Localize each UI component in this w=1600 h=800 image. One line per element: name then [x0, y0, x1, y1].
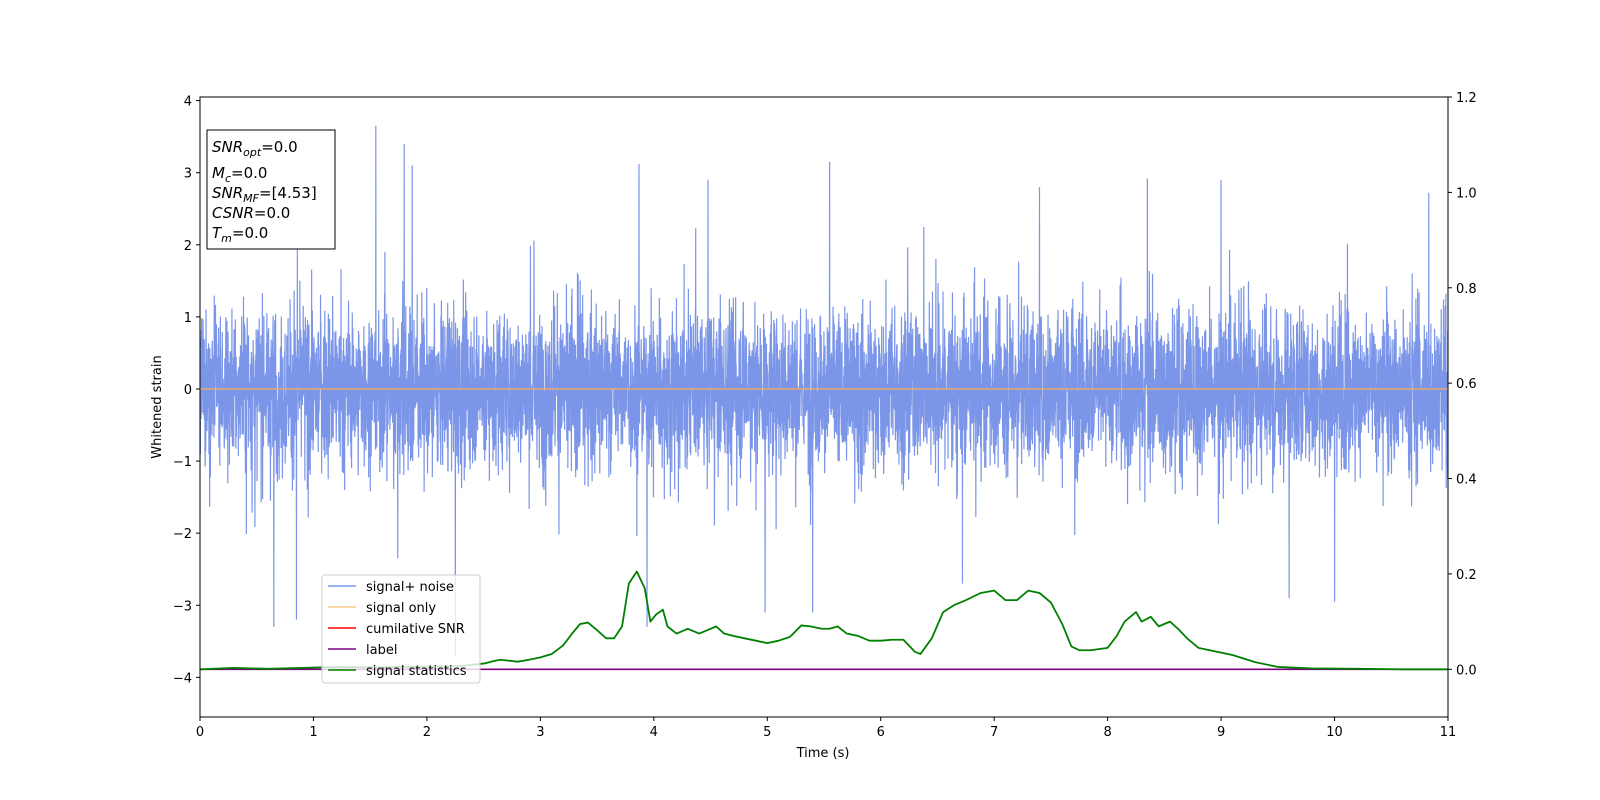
annotation-line-tm: Tm=0.0: [212, 224, 268, 245]
y2-tick-label: 0.8: [1456, 282, 1477, 297]
y-tick-label: −4: [173, 671, 192, 686]
y2-tick-label: 0.6: [1456, 377, 1477, 392]
legend-label-label: label: [366, 643, 397, 658]
x-tick-label: 1: [309, 725, 317, 740]
x-tick-label: 9: [1217, 725, 1225, 740]
y2-tick-label: 1.0: [1456, 186, 1477, 201]
y-tick-label: −2: [173, 527, 192, 542]
x-tick-label: 11: [1440, 725, 1457, 740]
series-line-signal-noise: [200, 125, 1448, 656]
y-tick-label: 0: [184, 383, 192, 398]
y-tick-label: −1: [173, 455, 192, 470]
y-axis-ticks: 4 3 2 1 0 −1 −2 −3 −4: [173, 95, 200, 686]
y2-axis-ticks: 1.2 1.0 0.8 0.6 0.4 0.2 0.0: [1448, 91, 1477, 678]
y-tick-label: −3: [173, 599, 192, 614]
x-tick-label: 5: [763, 725, 771, 740]
annotation-box: SNRopt=0.0 Mc=0.0 SNRMF=[4.53] CSNR=0.0 …: [206, 129, 336, 250]
plot-frame: [199, 96, 1449, 718]
y2-tick-label: 0.4: [1456, 473, 1477, 488]
x-tick-label: 7: [990, 725, 998, 740]
annotation-line-snr-opt: SNRopt=0.0: [212, 138, 298, 159]
y-axis-label: Whitened strain: [150, 355, 165, 458]
y2-tick-label: 1.2: [1456, 91, 1477, 106]
series-line-signal-statistics: [200, 570, 1448, 671]
noise-series-group: [200, 125, 1448, 656]
annotation-line-csnr: CSNR=0.0: [212, 204, 290, 222]
legend-label-signal: signal only: [366, 601, 436, 616]
x-tick-label: 6: [877, 725, 885, 740]
y-tick-label: 3: [184, 167, 192, 182]
y-tick-label: 1: [184, 311, 192, 326]
x-tick-label: 10: [1326, 725, 1343, 740]
legend-label-noise: signal+ noise: [366, 580, 454, 595]
y-tick-label: 4: [184, 95, 192, 110]
y2-tick-label: 0.2: [1456, 568, 1477, 583]
annotation-line-mc: Mc=0.0: [212, 164, 267, 185]
x-tick-label: 2: [423, 725, 431, 740]
x-axis-label: Time (s): [796, 746, 850, 761]
y2-tick-label: 0.0: [1456, 663, 1477, 678]
x-tick-label: 3: [536, 725, 544, 740]
legend-label-csnr: cumilative SNR: [366, 622, 465, 637]
x-tick-label: 8: [1103, 725, 1111, 740]
x-tick-label: 4: [650, 725, 658, 740]
annotation-line-snr-mf: SNRMF=[4.53]: [212, 184, 317, 205]
x-tick-label: 0: [196, 725, 204, 740]
stats-series-group: [200, 570, 1448, 671]
legend-label-stats: signal statistics: [366, 664, 467, 679]
legend: signal+ noise signal only cumilative SNR…: [321, 574, 481, 684]
y-tick-label: 2: [184, 239, 192, 254]
x-axis-ticks: 0 1 2 3 4 5 6 7 8 9 10 11: [196, 717, 1456, 740]
